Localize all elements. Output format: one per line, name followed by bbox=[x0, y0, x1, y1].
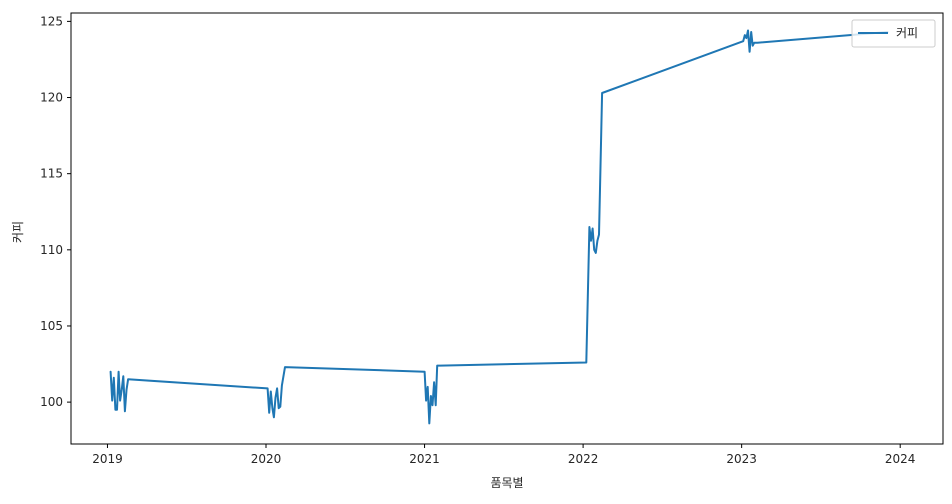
plot-frame bbox=[70, 12, 944, 445]
series-line bbox=[109, 29, 889, 425]
x-axis-label: 품목별 bbox=[490, 476, 523, 490]
y-tick-label: 115 bbox=[40, 167, 63, 181]
y-tick-label: 125 bbox=[40, 14, 63, 28]
x-tick-label: 2023 bbox=[726, 452, 757, 466]
x-tick-label: 2022 bbox=[568, 452, 599, 466]
y-tick-label: 105 bbox=[40, 319, 63, 333]
legend-label: 커피 bbox=[896, 26, 918, 40]
y-tick-label: 100 bbox=[40, 395, 63, 409]
legend-box bbox=[851, 19, 936, 48]
plot-area bbox=[71, 13, 943, 444]
x-tick-label: 2019 bbox=[92, 452, 123, 466]
y-tick-label: 120 bbox=[40, 91, 63, 105]
x-tick-label: 2021 bbox=[409, 452, 440, 466]
legend: 커피 bbox=[851, 19, 936, 48]
y-axis: 100 105 110 115 120 125 bbox=[40, 14, 71, 409]
y-axis-label: 커피 bbox=[11, 221, 25, 243]
x-tick-label: 2024 bbox=[885, 452, 916, 466]
series-layer bbox=[109, 29, 889, 425]
x-axis: 2019 2020 2021 2022 2023 2024 bbox=[92, 444, 915, 466]
y-tick-label: 110 bbox=[40, 243, 63, 257]
x-tick-label: 2020 bbox=[251, 452, 282, 466]
